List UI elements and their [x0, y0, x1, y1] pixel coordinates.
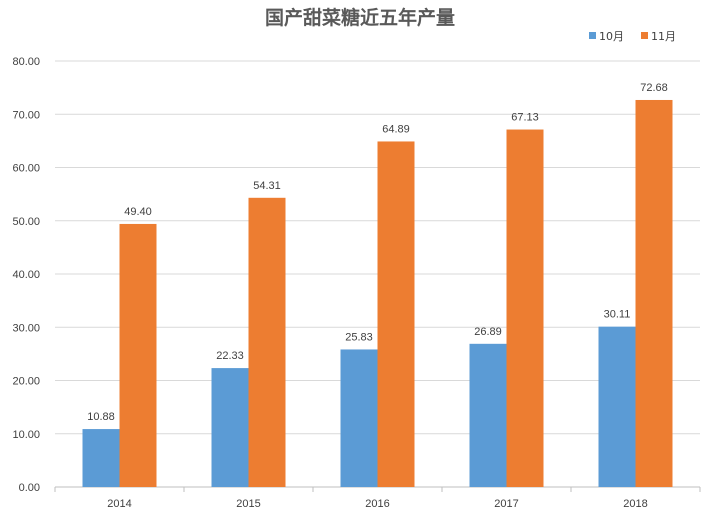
bar-series-1	[211, 368, 249, 487]
data-label: 22.33	[216, 350, 244, 362]
legend-swatch	[641, 32, 648, 39]
y-tick-label: 50.00	[12, 216, 40, 228]
y-axis: 0.00 10.00 20.00 30.00 40.00 50.00 60.00 70.00 8…	[12, 56, 40, 494]
legend: 10月 11月	[589, 30, 676, 43]
data-label: 54.31	[253, 180, 281, 192]
y-tick-label: 0.00	[19, 482, 40, 494]
x-tick-label: 2018	[623, 498, 647, 510]
bar-series-1	[469, 343, 507, 487]
data-label: 72.68	[640, 82, 668, 94]
y-tick-label: 40.00	[12, 269, 40, 281]
x-tick-label: 2014	[107, 498, 131, 510]
bar-series-2	[119, 223, 157, 487]
bar-series-1	[598, 326, 636, 487]
x-tick-label: 2017	[494, 498, 518, 510]
bar-series-2	[506, 129, 544, 487]
y-tick-label: 30.00	[12, 322, 40, 334]
y-tick-label: 60.00	[12, 163, 40, 175]
x-axis: 2014 2015 2016 2017 2018	[54, 487, 701, 510]
chart-title: 国产甜菜糖近五年产量	[265, 6, 455, 29]
bar-series-1	[340, 349, 378, 487]
bar-series-1	[82, 429, 120, 487]
legend-swatch	[589, 32, 596, 39]
data-label: 25.83	[345, 331, 373, 343]
x-tick-label: 2015	[236, 498, 260, 510]
x-tick-label: 2016	[365, 498, 389, 510]
data-label: 26.89	[474, 326, 502, 338]
bar-series-2	[248, 197, 286, 487]
data-labels: 10.88 22.33 25.83 26.89 30.11 49.40 54.31 64.89…	[87, 82, 668, 423]
bar-series-2	[377, 141, 415, 487]
data-label: 10.88	[87, 411, 115, 423]
data-label: 64.89	[382, 123, 410, 135]
bars	[82, 99, 673, 487]
y-tick-label: 20.00	[12, 376, 40, 388]
legend-label: 10月	[599, 30, 624, 43]
data-label: 67.13	[511, 112, 539, 124]
y-tick-label: 70.00	[12, 109, 40, 121]
data-label: 49.40	[124, 206, 152, 218]
y-tick-label: 80.00	[12, 56, 40, 68]
legend-label: 11月	[651, 30, 676, 43]
y-tick-label: 10.00	[12, 429, 40, 441]
bar-series-2	[635, 99, 673, 487]
data-label: 30.11	[604, 309, 631, 321]
